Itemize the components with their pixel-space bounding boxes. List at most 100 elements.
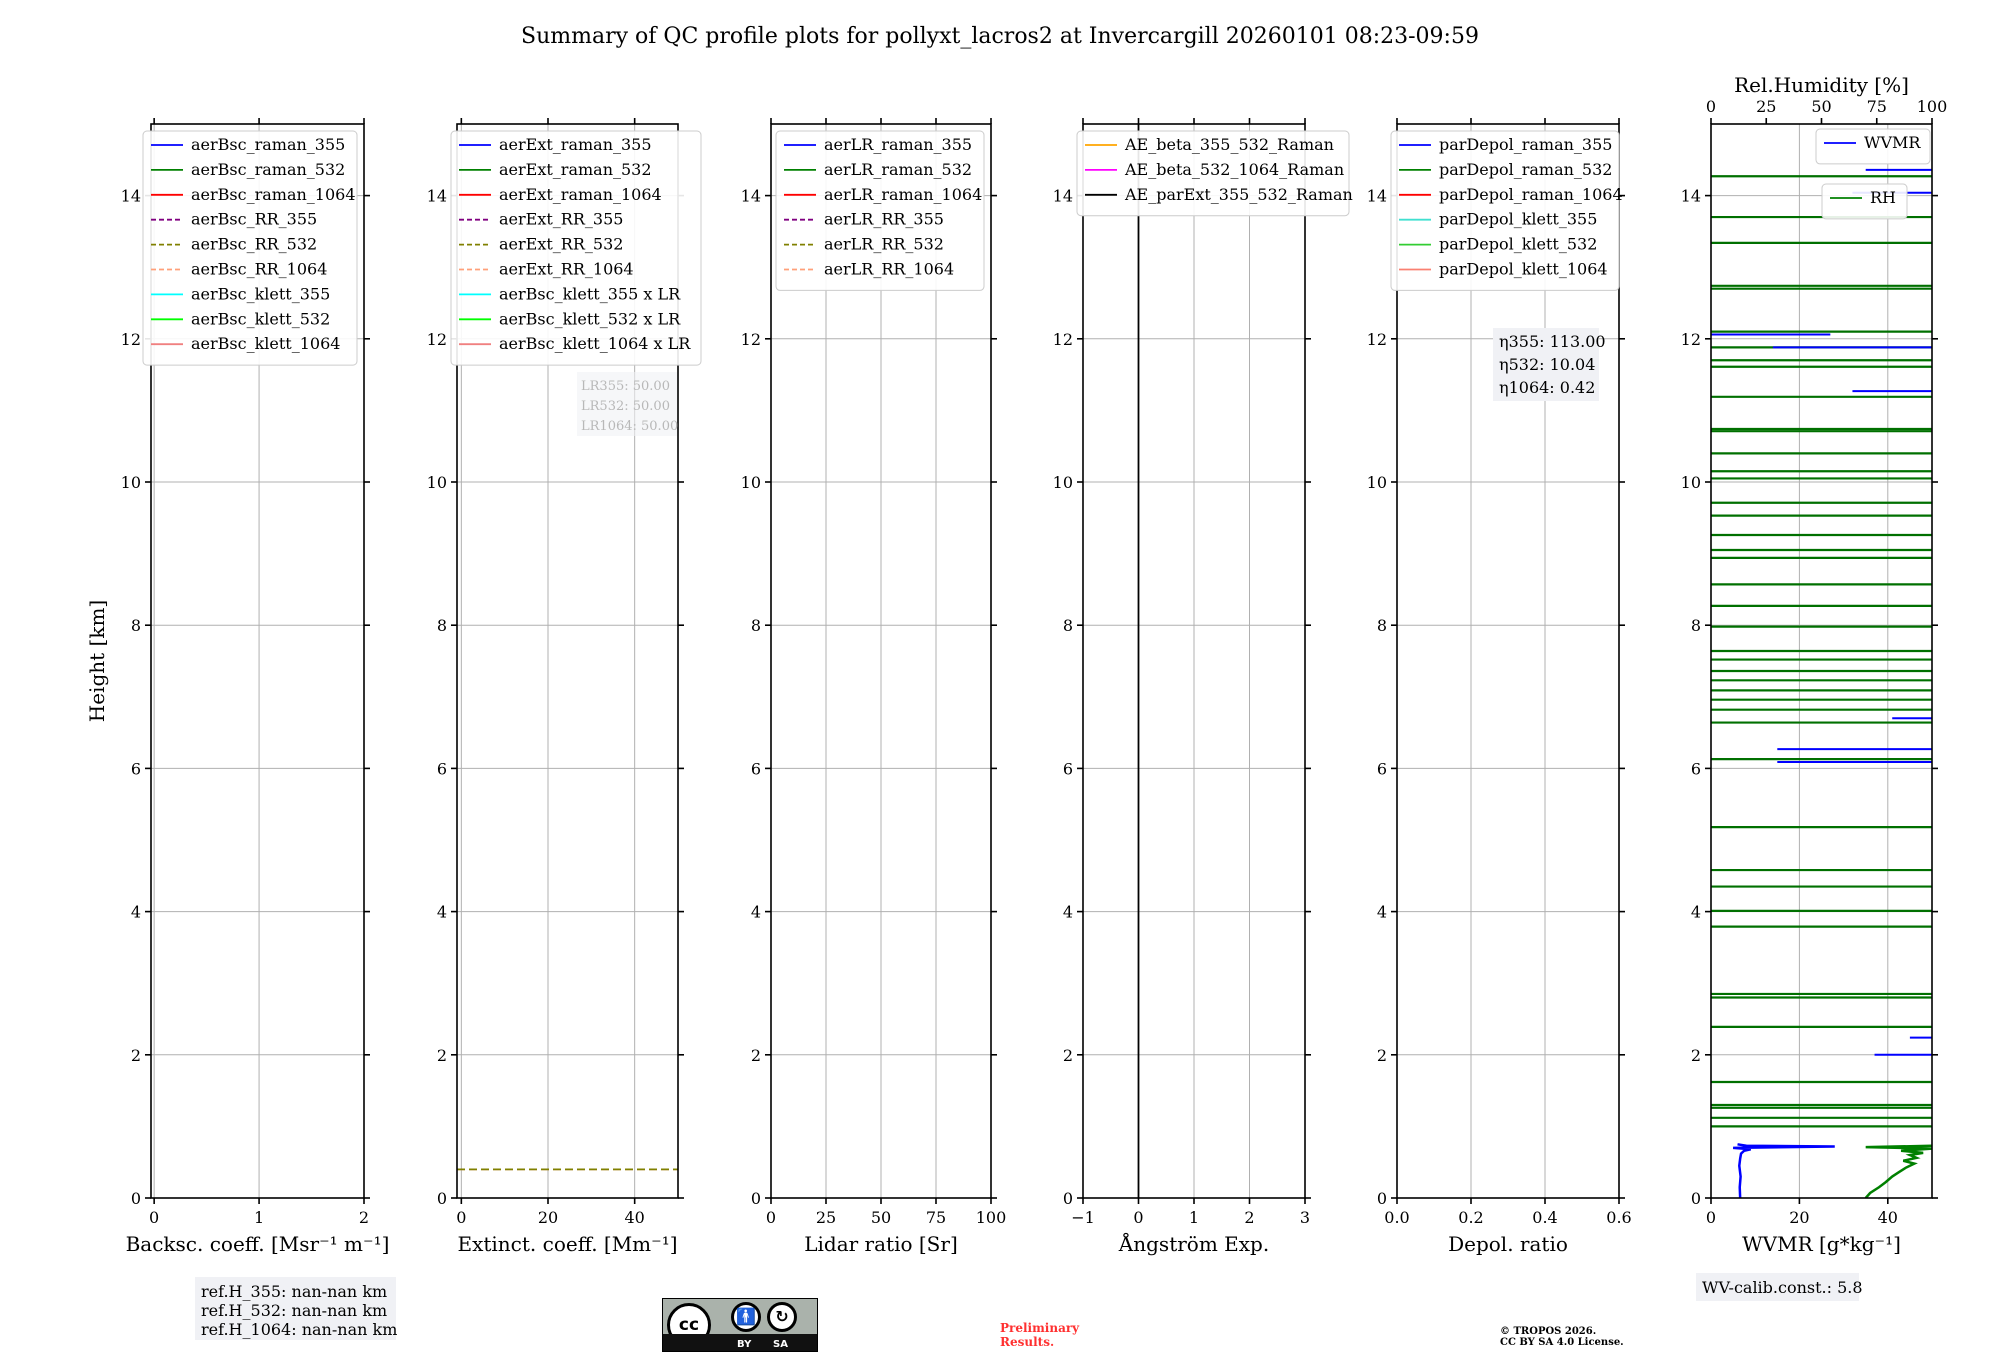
legend-entry: aerLR_raman_532 bbox=[824, 160, 972, 179]
y-tick-label: 4 bbox=[131, 903, 141, 922]
legend: parDepol_raman_355 parDepol_raman_532 parD… bbox=[1390, 130, 1623, 291]
legend-frame bbox=[1076, 130, 1350, 217]
legend-entry: AE_beta_532_1064_Raman bbox=[1124, 160, 1344, 179]
sa-label: SA bbox=[773, 1339, 788, 1350]
top-x-tick-label: 75 bbox=[1867, 97, 1887, 116]
legend: aerBsc_raman_355 aerBsc_raman_532 aerBsc_r… bbox=[142, 130, 358, 366]
y-tick-label: 12 bbox=[427, 330, 447, 349]
y-tick-label: 6 bbox=[1063, 759, 1073, 778]
legend-entry: parDepol_raman_355 bbox=[1439, 135, 1612, 154]
series-group bbox=[1711, 168, 1932, 1198]
y-tick-label: 8 bbox=[437, 616, 447, 635]
legend-entry: AE_parExt_355_532_Raman bbox=[1124, 185, 1353, 204]
x-tick-label: 0 bbox=[456, 1208, 466, 1227]
legend-entry: aerBsc_RR_532 bbox=[191, 235, 317, 254]
legend-frame bbox=[775, 130, 985, 291]
x-axis-label: Lidar ratio [Sr] bbox=[804, 1232, 958, 1256]
eta-value: η1064: 0.42 bbox=[1499, 378, 1595, 397]
legend-entry: aerBsc_raman_1064 bbox=[191, 185, 356, 204]
x-tick-label: 1 bbox=[1189, 1208, 1199, 1227]
x-tick-label: 100 bbox=[976, 1208, 1007, 1227]
panel-5: 0.0 0.2 0.4 0.6 0 2 4 6 8 10 12 14 Depol. ratio parDe… bbox=[1367, 118, 1632, 1256]
legend-entry: aerLR_RR_355 bbox=[824, 210, 944, 229]
y-tick-label: 14 bbox=[121, 187, 141, 206]
axes-frame bbox=[150, 123, 365, 1199]
y-tick-label: 0 bbox=[1063, 1189, 1073, 1208]
legend-entry: aerExt_raman_1064 bbox=[499, 185, 662, 204]
x-tick-label: 40 bbox=[624, 1208, 644, 1227]
x-tick-label: 40 bbox=[1878, 1208, 1898, 1227]
y-tick-label: 0 bbox=[437, 1189, 447, 1208]
legend-entry: aerBsc_klett_532 x LR bbox=[499, 309, 681, 328]
results-line: Results. bbox=[1000, 1335, 1055, 1349]
y-tick-label: 12 bbox=[1681, 330, 1701, 349]
top-x-axis-label: Rel.Humidity [%] bbox=[1734, 73, 1909, 97]
y-tick-label: 2 bbox=[437, 1046, 447, 1065]
legend-entry: parDepol_klett_355 bbox=[1439, 210, 1597, 229]
y-tick-label: 10 bbox=[1053, 473, 1073, 492]
y-tick-label: 14 bbox=[1053, 187, 1073, 206]
y-tick-label: 14 bbox=[1681, 187, 1701, 206]
eta-box bbox=[1493, 328, 1599, 401]
legend-entry: aerBsc_klett_1064 x LR bbox=[499, 334, 691, 353]
y-tick-label: 12 bbox=[1053, 330, 1073, 349]
legend-entry: parDepol_klett_1064 bbox=[1439, 260, 1608, 279]
y-tick-label: 0 bbox=[131, 1189, 141, 1208]
panel-2: 0 20 40 0 2 4 6 8 10 12 14 Extinct. coeff. [Mm⁻¹] ae… bbox=[427, 118, 702, 1256]
y-tick-label: 8 bbox=[1691, 616, 1701, 635]
legend-entry: aerExt_RR_532 bbox=[499, 235, 623, 254]
x-axis-label: Backsc. coeff. [Msr⁻¹ m⁻¹] bbox=[126, 1232, 390, 1256]
top-x-tick-label: 100 bbox=[1917, 97, 1948, 116]
x-tick-label: 50 bbox=[871, 1208, 891, 1227]
y-tick-label: 4 bbox=[1377, 903, 1387, 922]
top-x-tick-label: 25 bbox=[1756, 97, 1776, 116]
cc-by-sa-license-badge: cc 🚹 ↻ BY SA bbox=[662, 1298, 818, 1352]
x-axis-label: Depol. ratio bbox=[1448, 1232, 1568, 1256]
y-tick-label: 14 bbox=[741, 187, 761, 206]
legend-entry: WVMR bbox=[1864, 133, 1921, 152]
panel-6: 0 20 40 0 2 4 6 8 10 12 14 WVMR [g*kg⁻¹] 0 25 50 75 100 R… bbox=[1681, 73, 1948, 1301]
x-tick-label: 3 bbox=[1300, 1208, 1310, 1227]
panel-3: 0 25 50 75 100 0 2 4 6 8 10 12 14 Lidar ratio [Sr] aer… bbox=[741, 118, 1007, 1256]
legend-entry: aerLR_RR_1064 bbox=[824, 260, 954, 279]
y-axis-label: Height [km] bbox=[85, 600, 109, 722]
x-tick-label: 0 bbox=[149, 1208, 159, 1227]
legend-entry: aerBsc_klett_355 bbox=[191, 284, 330, 303]
legend-entry: aerBsc_klett_532 bbox=[191, 309, 330, 328]
legend-entry: aerExt_RR_355 bbox=[499, 210, 623, 229]
ref-height-355: ref.H_355: nan-nan km bbox=[201, 1282, 387, 1301]
by-label: BY bbox=[737, 1339, 752, 1350]
y-tick-label: 10 bbox=[427, 473, 447, 492]
legend-entry: aerLR_raman_355 bbox=[824, 135, 972, 154]
legend-frame bbox=[1815, 128, 1931, 165]
y-tick-label: 4 bbox=[1063, 903, 1073, 922]
legend-entry: parDepol_klett_532 bbox=[1439, 235, 1597, 254]
legend-entry: aerBsc_RR_355 bbox=[191, 210, 317, 229]
y-tick-label: 10 bbox=[1367, 473, 1387, 492]
legend-entry: aerBsc_raman_355 bbox=[191, 135, 345, 154]
preliminary-results-note: Preliminary Results. bbox=[1000, 1321, 1079, 1349]
y-tick-label: 12 bbox=[741, 330, 761, 349]
legend: WVMR bbox=[1815, 128, 1931, 165]
x-tick-label: 2 bbox=[359, 1208, 369, 1227]
legend-frame bbox=[450, 130, 702, 366]
y-tick-label: 4 bbox=[751, 903, 761, 922]
legend-frame bbox=[1821, 183, 1908, 220]
x-tick-label: 0 bbox=[1133, 1208, 1143, 1227]
x-tick-label: 2 bbox=[1244, 1208, 1254, 1227]
y-tick-label: 2 bbox=[1377, 1046, 1387, 1065]
legend-entry: aerBsc_klett_355 x LR bbox=[499, 284, 681, 303]
axes-frame bbox=[770, 123, 992, 1199]
y-tick-label: 10 bbox=[121, 473, 141, 492]
x-tick-label: −1 bbox=[1071, 1208, 1095, 1227]
top-x-tick-label: 50 bbox=[1811, 97, 1831, 116]
attribution-icon: 🚹 bbox=[731, 1302, 761, 1332]
legend-frame bbox=[1390, 130, 1620, 291]
y-tick-label: 6 bbox=[1377, 759, 1387, 778]
y-tick-label: 14 bbox=[427, 187, 447, 206]
y-tick-label: 2 bbox=[131, 1046, 141, 1065]
x-tick-label: 0.4 bbox=[1532, 1208, 1557, 1227]
